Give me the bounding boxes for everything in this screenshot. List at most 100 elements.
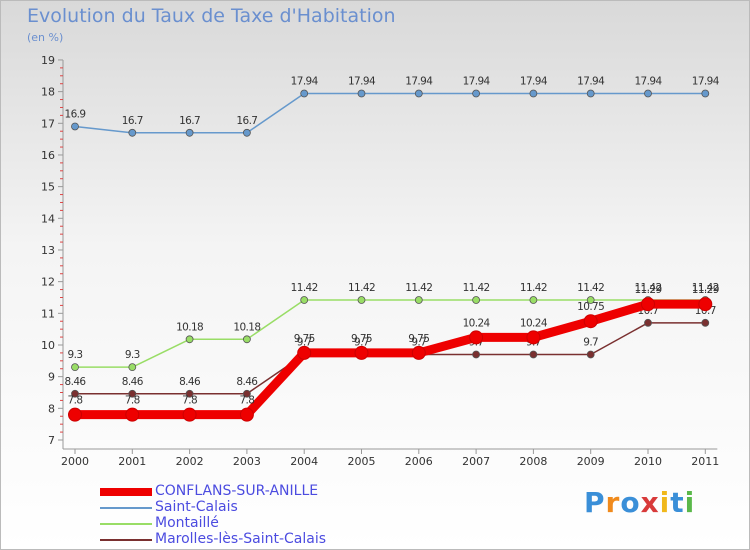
data-label-conflans-sur-anille: 9.75 — [408, 333, 429, 345]
legend-label-conflans: CONFLANS-SUR-ANILLE — [155, 483, 319, 499]
data-label-montaill: 11.42 — [291, 282, 318, 294]
data-point-saint-calais — [701, 89, 710, 98]
x-tick-label: 2008 — [519, 455, 547, 468]
data-point-conflans-sur-anille — [641, 297, 655, 312]
data-label-conflans-sur-anille: 9.75 — [351, 333, 372, 345]
y-tick-label: 12 — [41, 276, 55, 289]
data-point-saint-calais — [529, 89, 538, 98]
data-label-marolles-l-s-saint-calais: 8.46 — [236, 376, 258, 388]
data-label-saint-calais: 17.94 — [405, 76, 433, 88]
legend-swatch-conflans — [100, 488, 152, 496]
data-point-montaill — [357, 296, 366, 304]
chart-title: Evolution du Taux de Taxe d'Habitation — [27, 5, 396, 27]
data-point-saint-calais — [242, 128, 251, 137]
data-point-saint-calais — [586, 89, 595, 98]
x-tick-label: 2009 — [577, 455, 605, 468]
y-tick-label: 11 — [41, 307, 55, 320]
legend-swatch-montaille — [100, 523, 152, 525]
data-point-conflans-sur-anille — [182, 407, 197, 422]
data-label-saint-calais: 16.7 — [236, 115, 257, 127]
data-point-montaill — [128, 363, 137, 372]
data-label-conflans-sur-anille: 10.75 — [577, 301, 604, 313]
data-point-conflans-sur-anille — [411, 345, 426, 360]
data-point-marolles-l-s-saint-calais — [185, 389, 194, 398]
data-point-conflans-sur-anille — [239, 407, 254, 422]
data-label-conflans-sur-anille: 7.8 — [125, 395, 140, 407]
logo-letter: i — [659, 486, 671, 519]
legend-label-montaille: Montaillé — [155, 515, 219, 531]
data-label-conflans-sur-anille: 7.8 — [239, 395, 254, 407]
y-tick-label: 18 — [41, 86, 55, 99]
x-tick-label: 2002 — [176, 455, 204, 468]
data-label-marolles-l-s-saint-calais: 8.46 — [179, 376, 201, 388]
data-label-conflans-sur-anille: 7.8 — [68, 395, 83, 407]
y-tick-label: 19 — [41, 54, 55, 67]
data-label-saint-calais: 16.7 — [122, 115, 143, 127]
data-point-montaill — [586, 296, 595, 304]
data-point-montaill — [300, 296, 309, 304]
data-point-marolles-l-s-saint-calais — [529, 350, 538, 359]
data-point-conflans-sur-anille — [698, 297, 713, 312]
legend-label-saint-calais: Saint-Calais — [155, 499, 238, 515]
data-point-marolles-l-s-saint-calais — [242, 389, 251, 398]
data-label-montaill: 11.42 — [405, 282, 432, 294]
logo-letter: i — [684, 486, 696, 519]
x-tick-label: 2003 — [233, 455, 261, 468]
series-line-conflans-sur-anille — [70, 299, 710, 420]
data-point-saint-calais — [644, 89, 652, 98]
data-label-conflans-sur-anille: 11.29 — [692, 284, 719, 296]
data-point-montaill — [472, 296, 481, 304]
data-label-conflans-sur-anille: 10.24 — [463, 317, 491, 329]
x-tick-label: 2010 — [634, 455, 662, 468]
y-tick-label: 9 — [48, 371, 55, 384]
data-label-conflans-sur-anille: 11.29 — [634, 284, 661, 296]
y-tick-label: 16 — [41, 149, 55, 162]
data-point-conflans-sur-anille — [297, 345, 312, 360]
data-label-saint-calais: 17.94 — [291, 76, 319, 88]
data-label-marolles-l-s-saint-calais: 9.7 — [354, 336, 369, 348]
data-label-saint-calais: 16.7 — [179, 115, 200, 127]
data-label-marolles-l-s-saint-calais: 9.7 — [411, 336, 426, 348]
data-label-marolles-l-s-saint-calais: 8.46 — [122, 376, 144, 388]
data-point-saint-calais — [300, 89, 309, 98]
x-tick-label: 2000 — [61, 455, 89, 468]
data-point-montaill — [71, 363, 79, 372]
data-label-saint-calais: 17.94 — [520, 76, 548, 88]
data-point-conflans-sur-anille — [469, 330, 484, 345]
data-label-saint-calais: 17.94 — [348, 76, 376, 88]
data-point-marolles-l-s-saint-calais — [644, 318, 652, 327]
series-line-montaill — [74, 299, 707, 368]
data-point-saint-calais — [414, 89, 423, 98]
data-label-montaill: 10.18 — [176, 321, 203, 333]
data-point-saint-calais — [185, 128, 194, 137]
data-point-marolles-l-s-saint-calais — [71, 389, 79, 398]
data-label-montaill: 11.42 — [463, 282, 490, 294]
y-tick-label: 10 — [41, 339, 55, 352]
data-label-marolles-l-s-saint-calais: 9.7 — [583, 336, 598, 348]
y-tick-label: 8 — [48, 402, 55, 415]
data-label-montaill: 11.42 — [520, 282, 547, 294]
data-point-conflans-sur-anille — [354, 345, 369, 360]
y-tick-label: 14 — [41, 212, 55, 225]
data-point-marolles-l-s-saint-calais — [128, 389, 137, 398]
series-line-marolles-l-s-saint-calais — [74, 322, 707, 395]
data-point-marolles-l-s-saint-calais — [586, 350, 595, 359]
x-tick-label: 2004 — [290, 455, 318, 468]
data-point-marolles-l-s-saint-calais — [472, 350, 481, 359]
data-label-montaill: 10.18 — [233, 321, 260, 333]
data-label-montaill: 11.42 — [348, 282, 375, 294]
data-point-saint-calais — [472, 89, 481, 98]
logo-letter: t — [670, 486, 685, 519]
data-point-saint-calais — [357, 89, 366, 98]
x-tick-label: 2001 — [118, 455, 146, 468]
legend-label-marolles: Marolles-lès-Saint-Calais — [155, 531, 327, 547]
data-point-conflans-sur-anille — [68, 407, 82, 422]
data-point-conflans-sur-anille — [526, 330, 541, 345]
x-tick-label: 2006 — [405, 455, 433, 468]
data-point-conflans-sur-anille — [583, 314, 598, 329]
data-label-montaill: 11.42 — [634, 282, 661, 294]
data-point-montaill — [414, 296, 423, 304]
y-tick-label: 7 — [48, 434, 55, 447]
logo-letter: P — [584, 486, 606, 519]
